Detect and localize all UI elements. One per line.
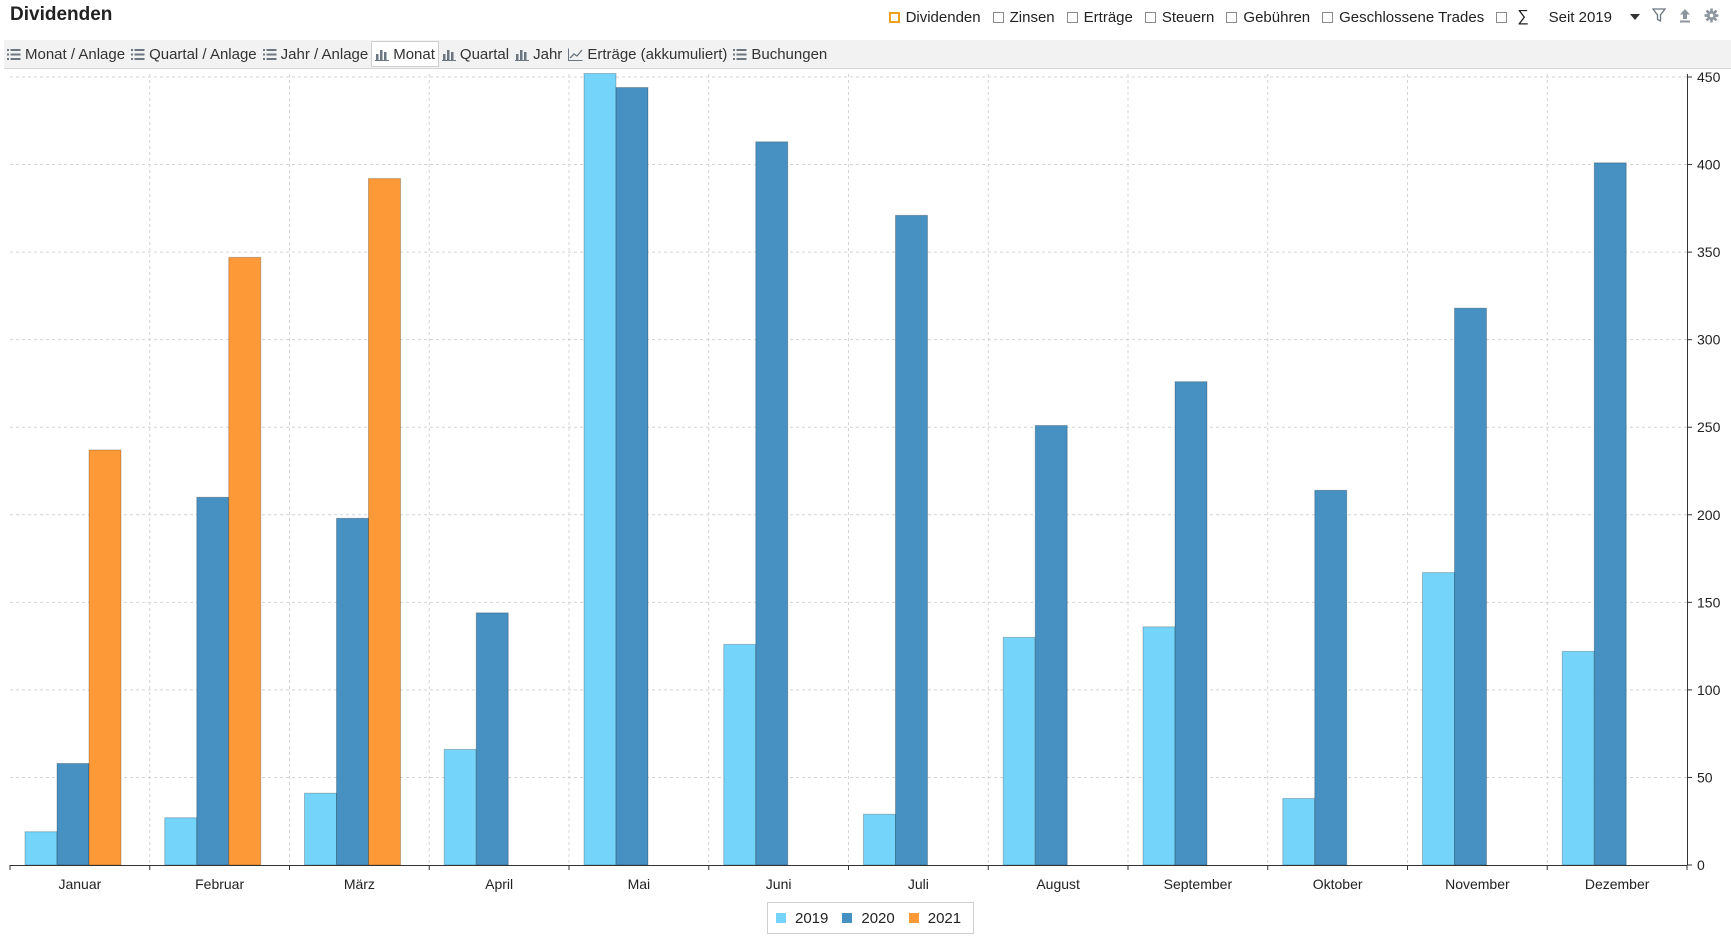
header: Dividenden Dividenden Zinsen Erträge Ste… bbox=[0, 0, 1731, 38]
bar[interactable] bbox=[1002, 636, 1036, 866]
x-tick-label: Oktober bbox=[1313, 876, 1363, 892]
y-tick-label: 450 bbox=[1697, 70, 1721, 85]
export-icon[interactable] bbox=[1678, 8, 1692, 27]
checkbox-icon[interactable] bbox=[992, 11, 1004, 23]
filter-geschlossene-trades[interactable]: Geschlossene Trades bbox=[1322, 9, 1484, 26]
filter-ertraege[interactable]: Erträge bbox=[1066, 9, 1133, 26]
tab-jahr-anlage[interactable]: Jahr / Anlage bbox=[260, 41, 372, 67]
period-label: Seit 2019 bbox=[1548, 8, 1612, 26]
view-tabs: Monat / Anlage Quartal / Anlage Jahr / A… bbox=[4, 40, 1731, 69]
bar-chart-icon bbox=[515, 49, 530, 61]
filter-icon[interactable] bbox=[1651, 7, 1667, 27]
bar[interactable] bbox=[1561, 650, 1595, 866]
checkbox-icon[interactable] bbox=[1496, 11, 1508, 23]
y-tick-label: 250 bbox=[1697, 419, 1721, 435]
bar-chart-icon bbox=[375, 49, 390, 61]
tab-monat[interactable]: Monat bbox=[371, 41, 439, 67]
bar[interactable] bbox=[196, 496, 230, 866]
list-icon bbox=[262, 48, 277, 60]
filter-gebuehren[interactable]: Gebühren bbox=[1226, 9, 1310, 26]
list-icon bbox=[131, 48, 145, 60]
tab-buchungen[interactable]: Buchungen bbox=[730, 41, 830, 67]
legend-swatch bbox=[842, 913, 853, 923]
period-dropdown[interactable]: Seit 2019 bbox=[1549, 9, 1640, 26]
legend-swatch bbox=[776, 913, 786, 923]
filter-bar: Dividenden Zinsen Erträge Steuern Gebühr… bbox=[877, 7, 1719, 27]
bar[interactable] bbox=[615, 87, 649, 866]
bar[interactable] bbox=[723, 643, 757, 866]
x-tick-label: Juni bbox=[766, 876, 792, 892]
filter-sum[interactable]: ∑ bbox=[1496, 8, 1529, 26]
bar[interactable] bbox=[1034, 424, 1068, 866]
chart-area: Januar Februar März April Mai Juni Juli August S… bbox=[0, 70, 1731, 937]
filter-dividenden[interactable]: Dividenden bbox=[888, 9, 981, 26]
checkbox-icon[interactable] bbox=[1144, 11, 1156, 23]
bar[interactable] bbox=[164, 817, 198, 866]
tab-jahr[interactable]: Jahr bbox=[512, 41, 565, 67]
bar[interactable] bbox=[1174, 381, 1208, 866]
legend-swatch bbox=[908, 913, 919, 923]
x-tick-label: Mai bbox=[628, 876, 651, 892]
gear-icon[interactable] bbox=[1704, 7, 1719, 27]
bar[interactable] bbox=[863, 813, 896, 866]
x-tick-label: Dezember bbox=[1585, 876, 1650, 892]
x-tick-label: Juli bbox=[908, 876, 929, 892]
bar[interactable] bbox=[1454, 307, 1487, 866]
checkbox-icon[interactable] bbox=[1226, 11, 1238, 23]
bar[interactable] bbox=[755, 141, 789, 866]
bar[interactable] bbox=[24, 831, 58, 866]
y-tick-label: 300 bbox=[1697, 332, 1721, 348]
tab-quartal-anlage[interactable]: Quartal / Anlage bbox=[128, 41, 260, 67]
bar[interactable] bbox=[1314, 489, 1348, 866]
y-tick-label: 0 bbox=[1697, 857, 1705, 873]
bar[interactable] bbox=[583, 72, 617, 866]
y-tick-label: 200 bbox=[1697, 507, 1721, 523]
x-tick-label: November bbox=[1445, 876, 1510, 892]
y-tick-label: 350 bbox=[1697, 244, 1721, 260]
sum-icon: ∑ bbox=[1517, 8, 1529, 25]
bar[interactable] bbox=[895, 214, 928, 866]
bar[interactable] bbox=[1282, 797, 1316, 866]
bar[interactable] bbox=[56, 762, 90, 866]
legend-item-2019[interactable]: 2019 bbox=[776, 910, 828, 927]
bar[interactable] bbox=[443, 748, 477, 866]
tab-quartal[interactable]: Quartal bbox=[439, 41, 512, 67]
bar[interactable] bbox=[336, 517, 369, 866]
y-tick-label: 50 bbox=[1697, 769, 1713, 785]
x-tick-label: Januar bbox=[58, 876, 101, 892]
dividend-bar-chart: Januar Februar März April Mai Juni Juli August S… bbox=[9, 70, 1721, 892]
bar[interactable] bbox=[304, 792, 337, 866]
chevron-down-icon bbox=[1630, 14, 1640, 20]
x-tick-label: Februar bbox=[195, 876, 244, 892]
list-icon bbox=[733, 48, 747, 60]
bar[interactable] bbox=[228, 256, 262, 866]
line-chart-icon bbox=[568, 48, 583, 61]
checkbox-icon[interactable] bbox=[1066, 11, 1078, 23]
filter-steuern[interactable]: Steuern bbox=[1144, 9, 1214, 26]
chart-legend: 2019 2020 2021 bbox=[767, 902, 975, 934]
legend-item-2020[interactable]: 2020 bbox=[842, 910, 895, 927]
checkbox-icon[interactable] bbox=[888, 11, 900, 23]
bar[interactable] bbox=[1142, 626, 1176, 866]
bar[interactable] bbox=[1593, 162, 1627, 866]
legend-item-2021[interactable]: 2021 bbox=[908, 910, 961, 927]
bar[interactable] bbox=[1422, 572, 1455, 866]
list-icon bbox=[7, 48, 21, 60]
tab-monat-anlage[interactable]: Monat / Anlage bbox=[4, 41, 128, 67]
y-tick-label: 400 bbox=[1697, 157, 1721, 173]
x-tick-label: März bbox=[344, 876, 375, 892]
filter-zinsen[interactable]: Zinsen bbox=[992, 9, 1055, 26]
checkbox-icon[interactable] bbox=[1322, 11, 1334, 23]
y-tick-label: 100 bbox=[1697, 682, 1721, 698]
bar[interactable] bbox=[368, 178, 401, 866]
y-tick-label: 150 bbox=[1697, 594, 1721, 610]
bar[interactable] bbox=[475, 612, 509, 866]
x-tick-label: April bbox=[485, 876, 513, 892]
page-title: Dividenden bbox=[10, 4, 113, 25]
bar[interactable] bbox=[88, 449, 122, 866]
x-tick-label: September bbox=[1164, 876, 1233, 892]
bar-chart-icon bbox=[441, 49, 456, 61]
tab-ertraege-akkumuliert[interactable]: Erträge (akkumuliert) bbox=[565, 41, 730, 67]
x-tick-label: August bbox=[1036, 876, 1080, 892]
